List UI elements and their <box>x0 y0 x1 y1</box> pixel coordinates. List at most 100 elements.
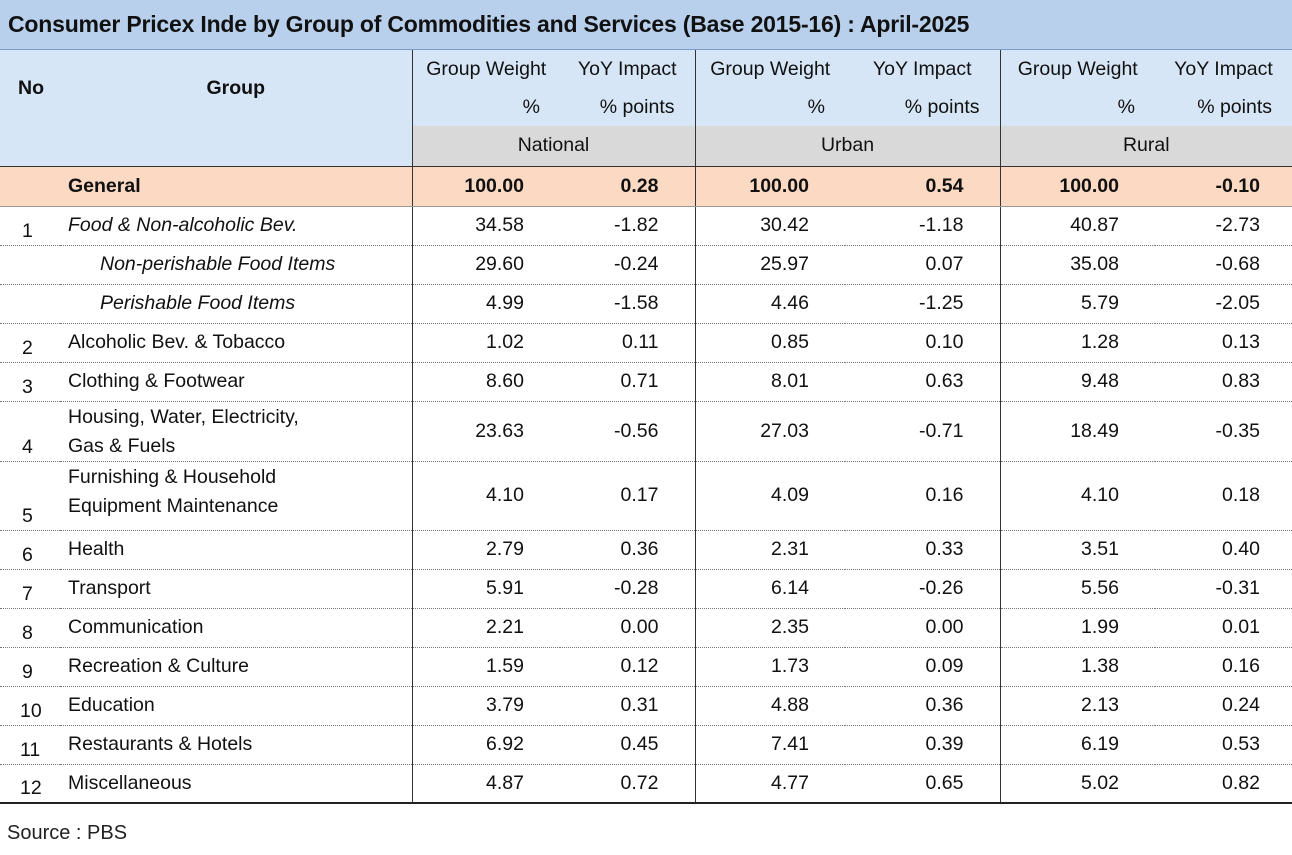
urban-weight: 1.73 <box>694 647 845 687</box>
rural-impact: 0.53 <box>1155 725 1292 765</box>
table-row: 10 Education 3.79 0.31 4.88 0.36 2.13 0.… <box>0 686 1292 726</box>
source-note: Source : PBS <box>7 822 128 844</box>
row-group: Recreation & Culture <box>60 647 412 687</box>
urban-weight: 8.01 <box>694 362 845 402</box>
urban-impact: 0.33 <box>845 530 1000 570</box>
national-impact: -0.28 <box>560 569 695 609</box>
header-region-rural: Rural <box>999 126 1292 166</box>
table-row: 9 Recreation & Culture 1.59 0.12 1.73 0.… <box>0 647 1292 687</box>
header-national-impact: YoY Impact <box>577 57 677 80</box>
row-no: 1 <box>0 206 60 246</box>
national-impact: -0.56 <box>560 401 695 462</box>
row-group: Miscellaneous <box>60 764 412 804</box>
rural-weight: 5.56 <box>999 569 1155 609</box>
rural-weight: 9.48 <box>999 362 1155 402</box>
header-region-national: National <box>411 126 695 166</box>
national-weight: 5.91 <box>411 569 560 609</box>
national-weight: 4.10 <box>411 461 560 531</box>
header-no: No <box>18 76 44 99</box>
rural-weight: 1.28 <box>999 323 1155 363</box>
table-row: General 100.00 0.28 100.00 0.54 100.00 -… <box>0 166 1292 207</box>
header-group: Group <box>206 76 266 99</box>
row-no: 4 <box>0 401 60 462</box>
national-weight: 2.21 <box>411 608 560 648</box>
national-impact: 0.36 <box>560 530 695 570</box>
row-group: Clothing & Footwear <box>60 362 412 402</box>
urban-impact: 0.54 <box>845 166 1000 207</box>
urban-impact: 0.16 <box>845 461 1000 531</box>
row-no: 10 <box>0 686 60 726</box>
rural-weight: 6.19 <box>999 725 1155 765</box>
urban-weight: 4.09 <box>694 461 845 531</box>
header-row-3: National Urban Rural <box>0 126 1292 166</box>
table-row: 4 Housing, Water, Electricity, Gas & Fue… <box>0 401 1292 462</box>
rural-weight: 5.79 <box>999 284 1155 324</box>
national-weight: 3.79 <box>411 686 560 726</box>
urban-impact: 0.10 <box>845 323 1000 363</box>
header-region-urban: Urban <box>694 126 1000 166</box>
row-no: 9 <box>0 647 60 687</box>
national-weight: 2.79 <box>411 530 560 570</box>
cpi-table: No Group Group Weight YoY Impact Group W… <box>0 50 1292 804</box>
national-impact: 0.71 <box>560 362 695 402</box>
rural-impact: 0.18 <box>1155 461 1292 531</box>
national-impact: -1.82 <box>560 206 695 246</box>
national-weight: 23.63 <box>411 401 560 462</box>
row-no: 5 <box>0 461 60 531</box>
header-rural-weight-unit: % <box>999 88 1155 126</box>
header-rural-weight: Group Weight <box>999 50 1155 88</box>
header-national-weight: Group Weight <box>411 50 560 88</box>
urban-weight: 2.35 <box>694 608 845 648</box>
row-group: Transport <box>60 569 412 609</box>
national-weight: 34.58 <box>411 206 560 246</box>
rural-impact: -0.68 <box>1155 245 1292 285</box>
rural-impact: -0.35 <box>1155 401 1292 462</box>
row-no: 6 <box>0 530 60 570</box>
table-title: Consumer Pricex Inde by Group of Commodi… <box>8 11 970 37</box>
national-weight: 100.00 <box>411 166 560 207</box>
table-row: 12 Miscellaneous 4.87 0.72 4.77 0.65 5.0… <box>0 764 1292 804</box>
table-row: 1 Food & Non-alcoholic Bev. 34.58 -1.82 … <box>0 206 1292 246</box>
header-urban-impact: YoY Impact <box>872 57 972 80</box>
national-impact: 0.72 <box>560 764 695 804</box>
row-no <box>0 166 60 207</box>
national-weight: 4.87 <box>411 764 560 804</box>
row-no: 12 <box>0 764 60 804</box>
rural-weight: 2.13 <box>999 686 1155 726</box>
row-group-line1: Furnishing & Household <box>68 465 277 488</box>
national-weight: 1.02 <box>411 323 560 363</box>
urban-weight: 25.97 <box>694 245 845 285</box>
row-no: 8 <box>0 608 60 648</box>
row-no: 2 <box>0 323 60 363</box>
urban-impact: -1.18 <box>845 206 1000 246</box>
row-group: Communication <box>60 608 412 648</box>
rural-weight: 5.02 <box>999 764 1155 804</box>
row-no <box>0 284 60 324</box>
urban-impact: 0.36 <box>845 686 1000 726</box>
national-weight: 6.92 <box>411 725 560 765</box>
table-row: 11 Restaurants & Hotels 6.92 0.45 7.41 0… <box>0 725 1292 765</box>
table-row: Perishable Food Items 4.99 -1.58 4.46 -1… <box>0 284 1292 324</box>
rural-weight: 3.51 <box>999 530 1155 570</box>
rural-impact: -2.73 <box>1155 206 1292 246</box>
national-impact: -0.24 <box>560 245 695 285</box>
row-group: Non-perishable Food Items <box>60 245 412 285</box>
row-group-line2: Gas & Fuels <box>68 434 176 457</box>
row-group: Restaurants & Hotels <box>60 725 412 765</box>
header-urban-weight-unit: % <box>694 88 845 126</box>
rural-weight: 18.49 <box>999 401 1155 462</box>
urban-weight: 4.77 <box>694 764 845 804</box>
rural-weight: 40.87 <box>999 206 1155 246</box>
urban-weight: 2.31 <box>694 530 845 570</box>
urban-impact: -1.25 <box>845 284 1000 324</box>
rural-impact: 0.01 <box>1155 608 1292 648</box>
table-row: 2 Alcoholic Bev. & Tobacco 1.02 0.11 0.8… <box>0 323 1292 363</box>
row-group-line1: Housing, Water, Electricity, <box>68 405 299 428</box>
row-group: Health <box>60 530 412 570</box>
urban-weight: 0.85 <box>694 323 845 363</box>
national-impact: 0.31 <box>560 686 695 726</box>
national-weight: 8.60 <box>411 362 560 402</box>
table-row: 5 Furnishing & Household Equipment Maint… <box>0 461 1292 531</box>
national-weight: 1.59 <box>411 647 560 687</box>
rural-weight: 1.38 <box>999 647 1155 687</box>
